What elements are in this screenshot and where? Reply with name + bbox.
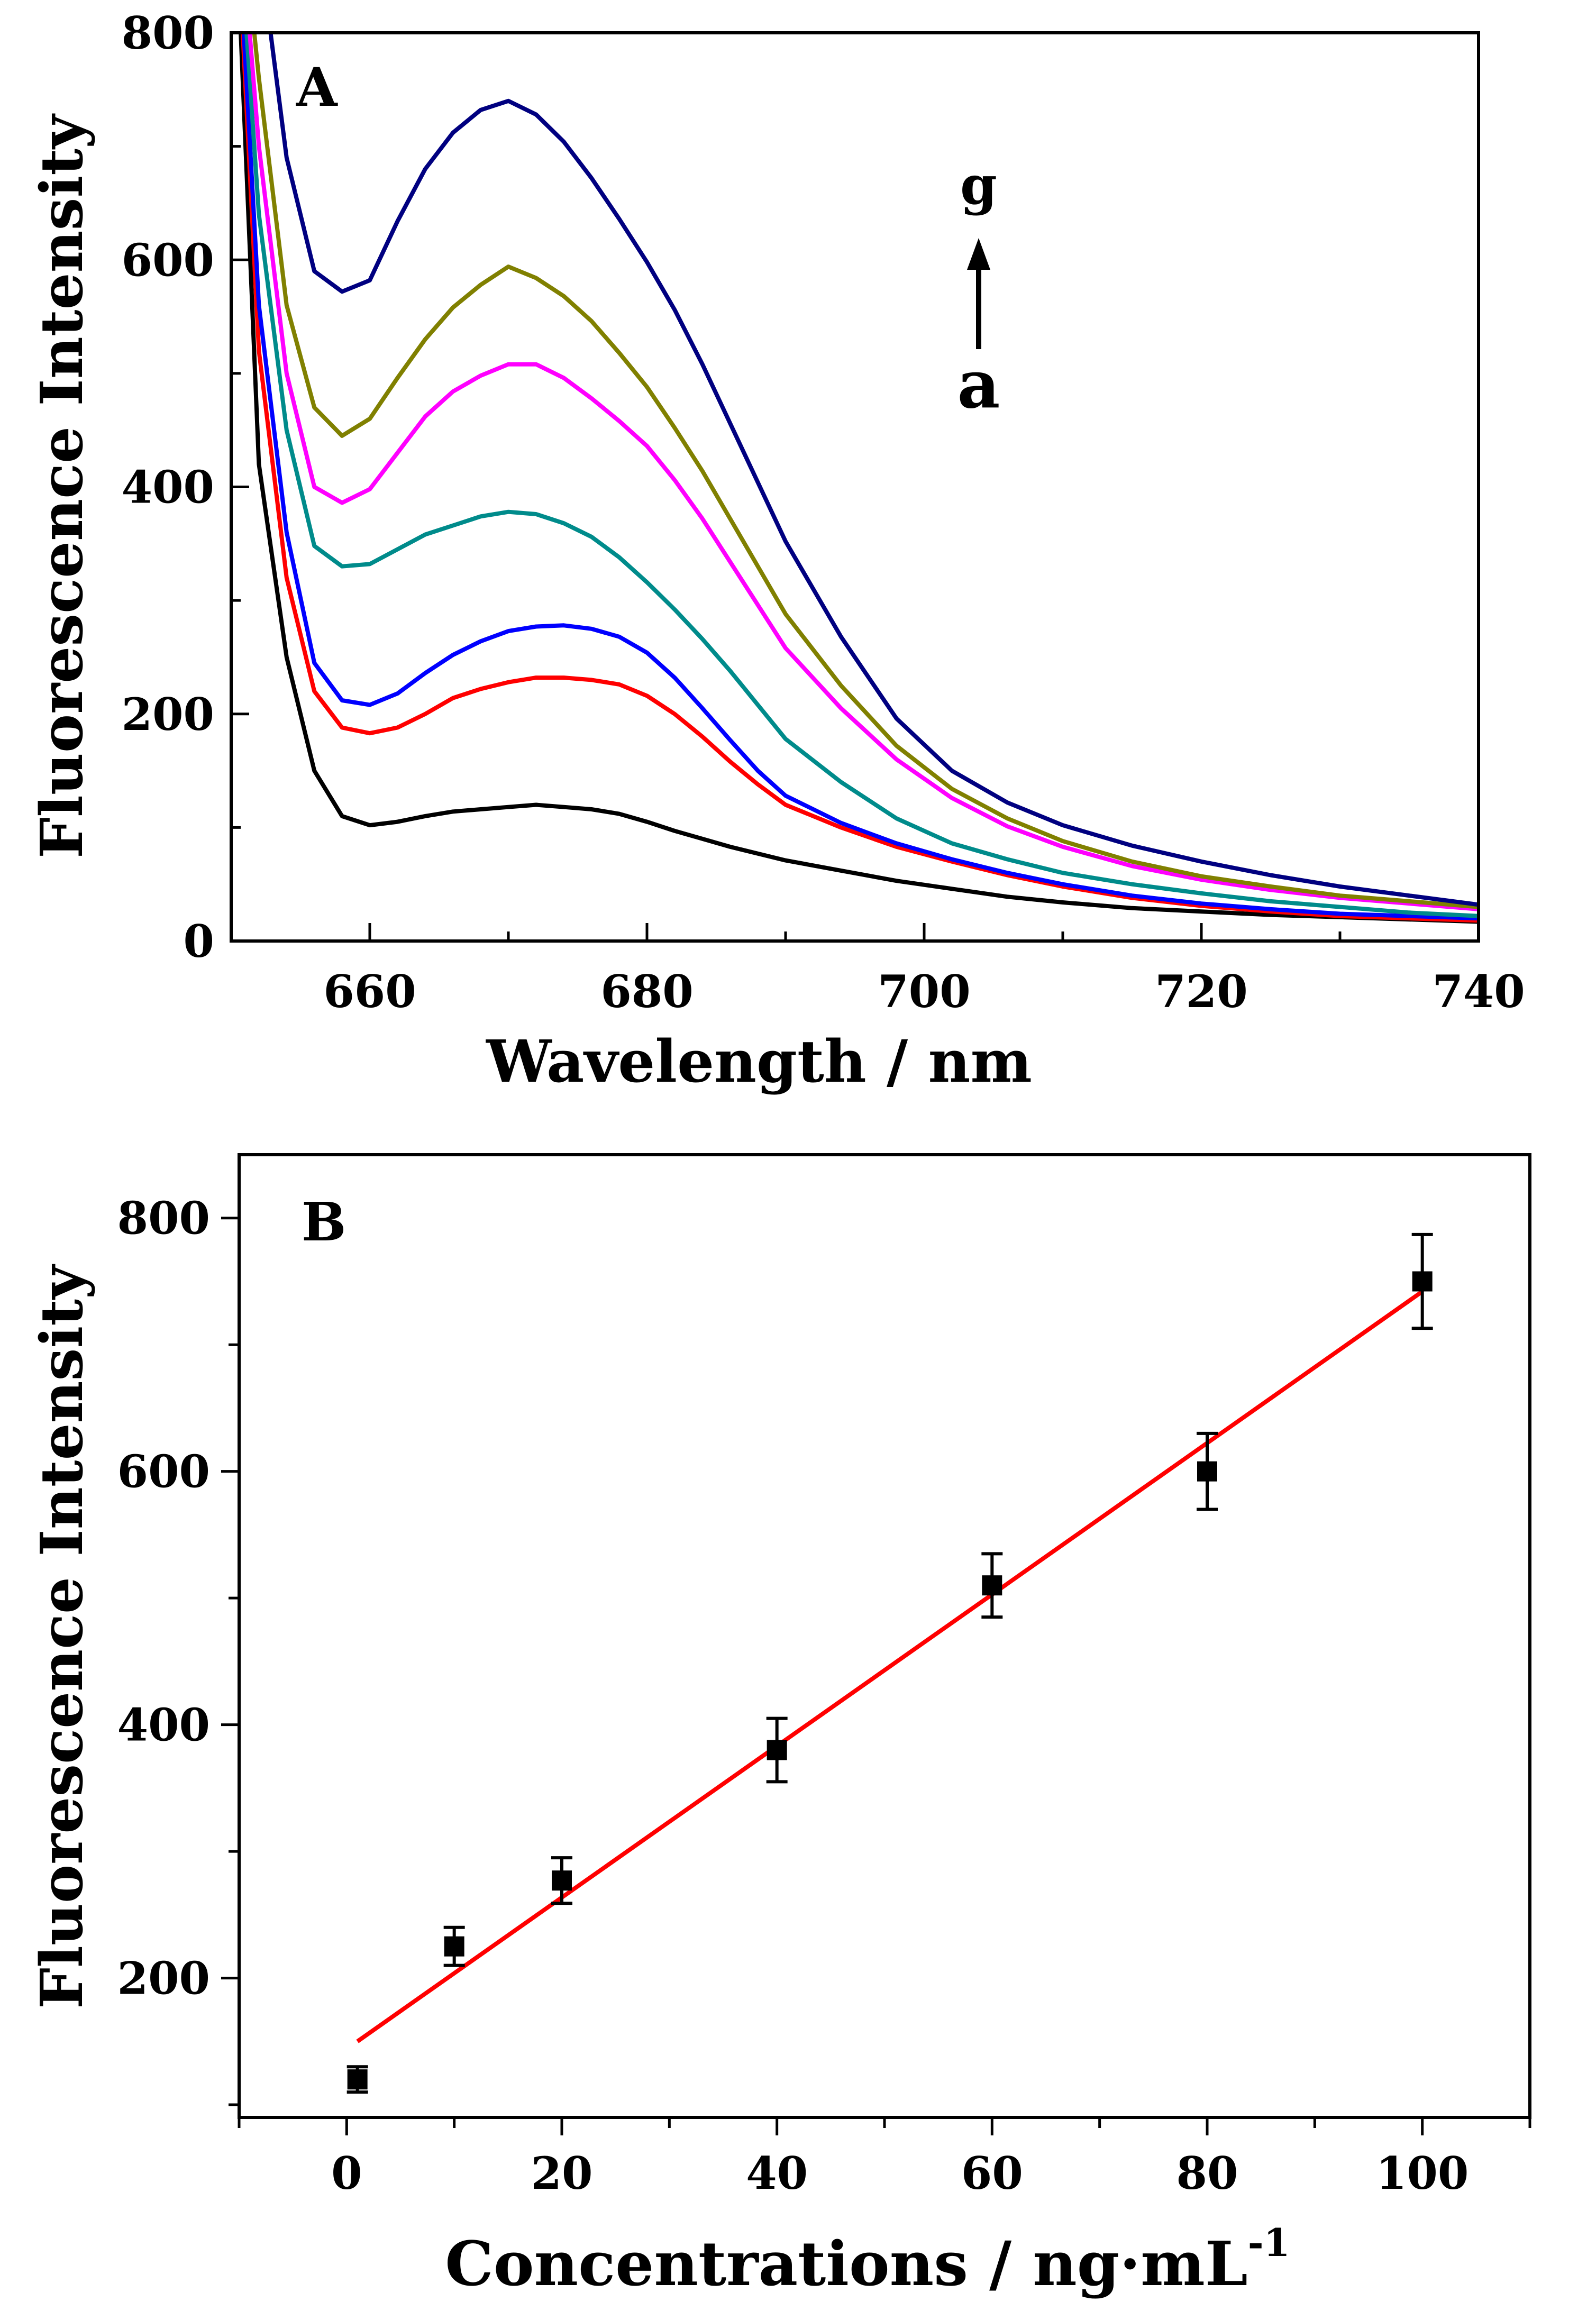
data-point [1411, 1232, 1433, 1330]
panel-a-x-tick-label: 720 [1155, 965, 1247, 1018]
data-point [443, 1925, 465, 1967]
panel-b-y-tick-label: 800 [117, 1192, 210, 1245]
panel-a-x-tick-label: 660 [323, 965, 416, 1018]
data-point [981, 1552, 1003, 1619]
data-marker [444, 1936, 464, 1957]
panel-b-label: B [302, 1191, 346, 1253]
panel-a-frame [230, 31, 1480, 943]
panel-b-x-tick-label: 20 [531, 2147, 593, 2199]
panel-b-y-tick-label: 400 [117, 1699, 210, 1751]
panel-b-x-tick-label: 100 [1376, 2147, 1469, 2199]
panel-a-plot-area [239, 33, 1479, 924]
panel-a-x-tick-label: 700 [878, 965, 970, 1018]
series-order-annotation: g a [957, 154, 1000, 423]
panel-a-x-axis-label: Wavelength / nm [486, 1027, 1032, 1095]
series-line-d [244, 33, 1479, 918]
data-marker [982, 1575, 1002, 1596]
annotation-arrow-head [967, 238, 990, 270]
panel-a-label: A [296, 56, 338, 118]
panel-a-x-tick-label: 740 [1432, 965, 1525, 1018]
panel-b-x-tick-label: 40 [746, 2147, 808, 2199]
panel-b-plot-area [346, 1232, 1433, 2094]
panel-a-y-tick-label: 600 [122, 234, 214, 286]
linear-fit-line [356, 1290, 1424, 2043]
data-marker [347, 2069, 368, 2090]
annotation-label-a: a [957, 346, 1000, 423]
series-line-f [252, 33, 1479, 909]
panel-a-axes: 660 680 700 720 740 0 200 400 600 800 [122, 7, 1525, 1018]
panel-a-y-axis-label: Fluorescence Intensity [28, 113, 96, 858]
panel-b-axes: 0 20 40 60 80 100 200 400 600 800 [117, 1192, 1531, 2199]
panel-b-x-tick-label: 60 [961, 2147, 1023, 2199]
series-line-e [247, 33, 1479, 911]
panel-b-y-tick-label: 200 [117, 1952, 210, 2005]
data-marker [1412, 1271, 1433, 1292]
panel-b-x-axis-label-superscript: -1 [1248, 2220, 1290, 2265]
panel-b-x-axis-label: Concentrations / ng·mL-1 [445, 2220, 1290, 2300]
series-line-g [268, 33, 1479, 907]
annotation-label-g: g [960, 154, 997, 216]
panel-a-chart: 660 680 700 720 740 0 200 400 600 800 A Wavelengt… [28, 7, 1525, 1095]
data-point [346, 2065, 368, 2094]
series-line-b [240, 33, 1479, 923]
panel-b-y-tick-label: 600 [117, 1446, 210, 1498]
panel-a-y-tick-label: 400 [122, 461, 214, 514]
data-marker [767, 1740, 787, 1760]
panel-a-x-tick-label: 680 [600, 965, 693, 1018]
panel-b-x-tick-label: 80 [1177, 2147, 1238, 2199]
data-point [551, 1856, 572, 1905]
panel-b-frame [238, 1153, 1531, 2119]
data-point [1197, 1431, 1218, 1511]
data-marker [552, 1870, 572, 1891]
series-line-c [241, 33, 1479, 921]
panel-a-y-tick-label: 200 [122, 688, 214, 741]
data-point [766, 1716, 788, 1784]
panel-b-chart: 0 20 40 60 80 100 200 400 600 800 B Concentration… [28, 1153, 1531, 2300]
panel-a-y-tick-label: 0 [184, 915, 214, 967]
panel-b-x-tick-label: 0 [331, 2147, 362, 2199]
panel-b-y-axis-label: Fluorescence Intensity [28, 1264, 96, 2009]
panel-b-x-axis-label-main: Concentrations / ng·mL [445, 2228, 1247, 2300]
series-line-a [239, 33, 1479, 924]
data-marker [1197, 1461, 1217, 1482]
panel-a-y-tick-label: 800 [122, 7, 214, 59]
